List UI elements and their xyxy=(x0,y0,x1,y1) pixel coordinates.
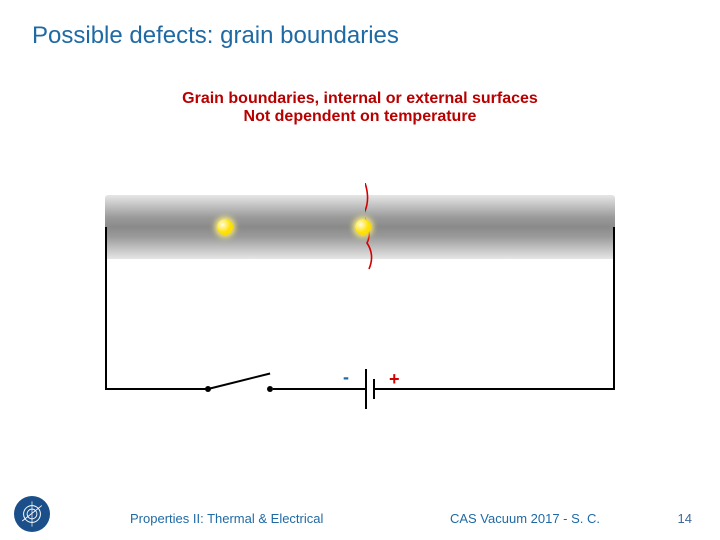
footer-right-text: CAS Vacuum 2017 - S. C. xyxy=(450,511,600,526)
subtitle-line-2: Not dependent on temperature xyxy=(244,108,477,125)
battery-plate-long xyxy=(365,369,367,409)
subtitle-line-1: Grain boundaries, internal or external s… xyxy=(182,90,538,107)
battery-plate-short xyxy=(373,379,375,399)
wire xyxy=(273,388,365,390)
electron xyxy=(355,219,371,235)
battery xyxy=(355,369,385,409)
wire xyxy=(105,227,107,389)
circuit-diagram: - + xyxy=(105,195,615,400)
wire xyxy=(105,388,208,390)
page-number: 14 xyxy=(678,511,692,526)
wire xyxy=(613,227,615,389)
subtitle: Grain boundaries, internal or external s… xyxy=(0,90,720,126)
switch-terminal xyxy=(267,386,273,392)
slide-title: Possible defects: grain boundaries xyxy=(32,22,399,50)
battery-plus-label: + xyxy=(389,369,400,390)
slide: Possible defects: grain boundaries Grain… xyxy=(0,0,720,540)
footer: Properties II: Thermal & Electrical CAS … xyxy=(0,490,720,540)
wire xyxy=(375,388,615,390)
battery-minus-label: - xyxy=(343,367,349,388)
switch xyxy=(205,371,275,401)
cern-logo-icon xyxy=(14,496,50,532)
footer-left-text: Properties II: Thermal & Electrical xyxy=(130,511,323,526)
switch-arm xyxy=(208,373,271,390)
